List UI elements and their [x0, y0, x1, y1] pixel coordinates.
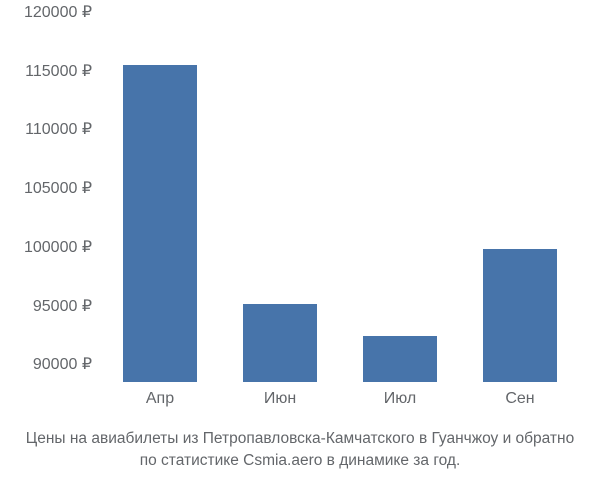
- x-tick-label: Апр: [146, 390, 174, 408]
- y-tick-label: 95000 ₽: [33, 296, 92, 316]
- y-tick-label: 90000 ₽: [33, 354, 92, 374]
- y-tick-label: 120000 ₽: [24, 2, 92, 22]
- bar: [123, 65, 197, 382]
- y-tick-label: 110000 ₽: [25, 119, 92, 139]
- y-tick-label: 115000 ₽: [25, 61, 92, 81]
- y-tick-label: 100000 ₽: [24, 237, 92, 257]
- caption-line-2: по статистике Csmia.aero в динамике за г…: [140, 452, 461, 470]
- x-tick-label: Июн: [264, 390, 296, 408]
- bar: [483, 249, 557, 382]
- plot-area: 90000 ₽95000 ₽100000 ₽105000 ₽110000 ₽11…: [100, 12, 580, 382]
- caption-line-1: Цены на авиабилеты из Петропавловска-Кам…: [26, 430, 574, 448]
- x-tick-label: Сен: [505, 390, 534, 408]
- x-tick-label: Июл: [384, 390, 416, 408]
- y-tick-label: 105000 ₽: [24, 178, 92, 198]
- price-chart: 90000 ₽ 95000 ₽ 100000 ₽ 105000 ₽ 110000 ₽ 11…: [0, 0, 600, 500]
- bar: [363, 336, 437, 382]
- bar: [243, 304, 317, 382]
